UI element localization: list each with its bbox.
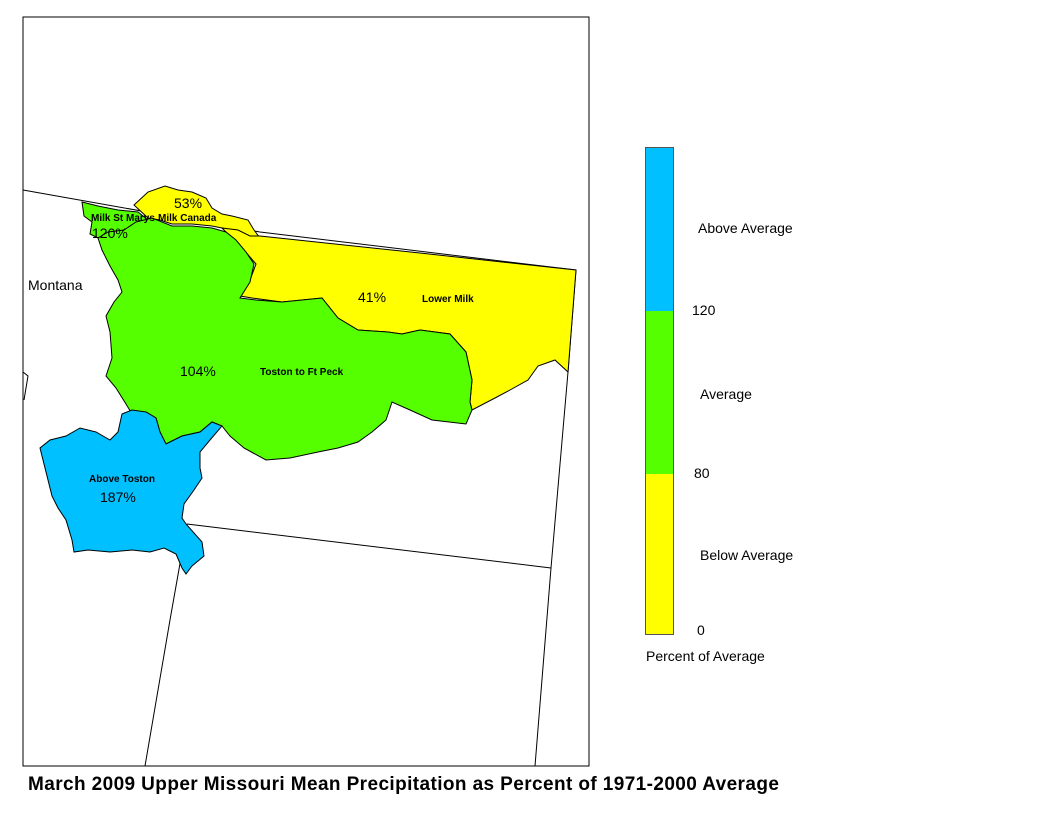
legend-tick-80: 80 — [694, 465, 710, 481]
legend-label-above-average: Above Average — [698, 220, 793, 236]
page-title: March 2009 Upper Missouri Mean Precipita… — [28, 774, 780, 795]
basin-label-lower-milk-name: Lower Milk — [422, 294, 474, 305]
legend-label-average: Average — [700, 386, 752, 402]
legend-tick-0: 0 — [697, 622, 705, 638]
legend-color-bar — [645, 147, 674, 635]
basin-label-above-toston-pct: 187% — [100, 489, 136, 505]
state-label-montana: Montana — [28, 277, 83, 293]
basin-label-toston-to-ft-peck-name: Toston to Ft Peck — [260, 367, 344, 378]
basin-label-toston-to-ft-peck-pct: 104% — [180, 363, 216, 379]
basin-label-above-toston-name: Above Toston — [89, 474, 155, 485]
basin-toston-to-ft-peck — [97, 217, 473, 461]
basin-label-milk-st-marys-name: Milk St Marys — [91, 213, 155, 224]
legend-swatch-average — [646, 311, 673, 474]
basin-label-lower-milk-pct: 41% — [358, 289, 386, 305]
basin-label-milk-st-marys-pct: 120% — [92, 225, 128, 241]
basin-above-toston — [39, 409, 223, 575]
basin-milk-canada — [133, 185, 261, 241]
basin-label-milk-canada-name: Milk Canada — [158, 213, 217, 224]
legend-tick-120: 120 — [692, 302, 716, 318]
legend-swatch-above-average — [646, 148, 673, 311]
legend-swatch-below-average — [646, 474, 673, 634]
legend-label-below-average: Below Average — [700, 547, 794, 563]
legend-caption: Percent of Average — [646, 648, 765, 664]
basin-label-milk-canada-pct: 53% — [174, 195, 202, 211]
